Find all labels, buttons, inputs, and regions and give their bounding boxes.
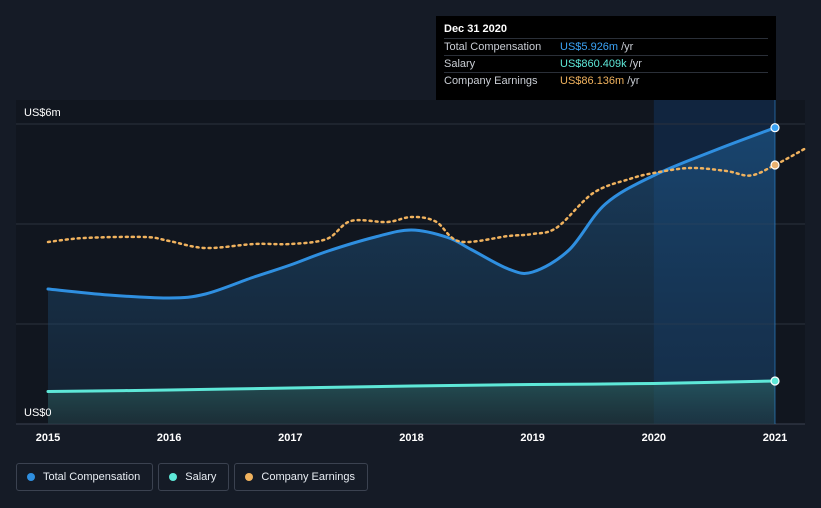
tooltip-unit: /yr: [629, 58, 642, 70]
tooltip-row-total-compensation: Total Compensation US$5.926m /yr: [444, 38, 768, 55]
marker-total-compensation: [770, 123, 780, 133]
legend-label: Total Compensation: [43, 471, 141, 483]
total-compensation-line: [46, 126, 777, 300]
x-tick-label: 2018: [399, 432, 423, 444]
legend-dot-icon: [169, 473, 178, 481]
legend-dot-icon: [245, 473, 254, 481]
total-compensation-area: [48, 127, 775, 424]
x-tick-label: 2015: [36, 432, 60, 444]
hover-tooltip: Dec 31 2020 Total Compensation US$5.926m…: [436, 16, 776, 100]
x-axis-ticks: 2015 2016 2017 2018 2019 2020 2021: [36, 432, 787, 444]
tooltip-label: Salary: [444, 58, 476, 70]
x-tick-label: 2017: [278, 432, 302, 444]
x-tick-label: 2016: [157, 432, 181, 444]
tooltip-label: Company Earnings: [444, 75, 538, 87]
legend-label: Company Earnings: [261, 471, 355, 483]
y-tick-label: US$0: [24, 407, 52, 419]
tooltip-value: US$86.136m: [560, 75, 625, 87]
tooltip-label: Total Compensation: [444, 41, 542, 53]
tooltip-unit: /yr: [627, 75, 640, 87]
tooltip-value: US$5.926m: [560, 41, 619, 53]
legend-dot-icon: [27, 473, 35, 481]
x-tick-label: 2020: [642, 432, 666, 444]
marker-salary: [770, 376, 780, 386]
x-tick-label: 2019: [520, 432, 544, 444]
legend-label: Salary: [185, 471, 217, 483]
tooltip-date: Dec 31 2020: [444, 23, 507, 35]
legend-salary[interactable]: Salary: [158, 463, 230, 491]
tooltip-unit: /yr: [621, 41, 634, 53]
y-axis-ticks: US$0 US$6m: [24, 107, 61, 419]
x-tick-label: 2021: [763, 432, 787, 444]
legend-total-compensation[interactable]: Total Compensation: [16, 463, 154, 491]
hover-markers: [770, 123, 780, 386]
y-tick-label: US$6m: [24, 107, 61, 119]
salary-line: [46, 379, 777, 393]
tooltip-row-company-earnings: Company Earnings US$86.136m /yr: [444, 72, 768, 89]
tooltip-value: US$860.409k: [560, 58, 627, 70]
tooltip-row-salary: Salary US$860.409k /yr: [444, 55, 768, 72]
legend-company-earnings[interactable]: Company Earnings: [234, 463, 368, 491]
salary-area: [48, 381, 775, 424]
marker-company-earnings: [770, 160, 780, 170]
chart-legend: Total Compensation Salary Company Earnin…: [16, 463, 368, 491]
company-earnings-line: [46, 147, 807, 250]
